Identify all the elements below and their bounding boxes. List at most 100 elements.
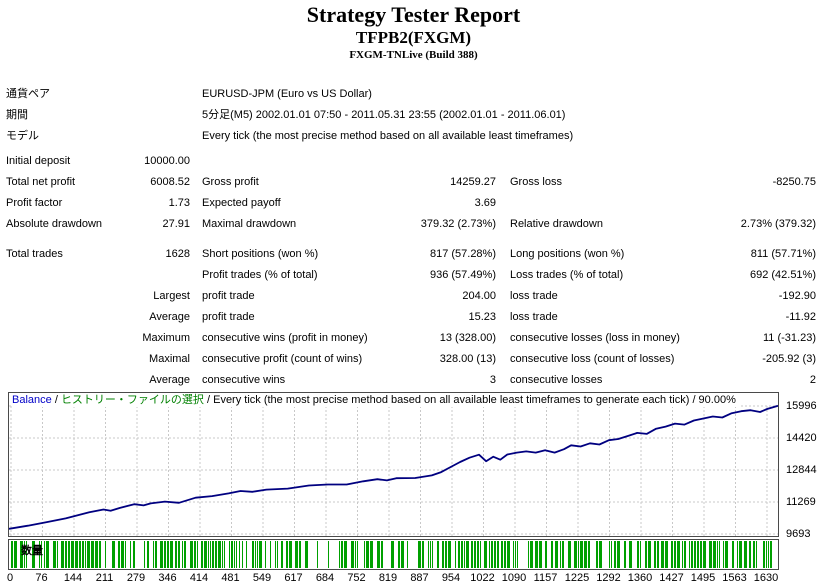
x-axis-label: 752 <box>347 572 366 584</box>
row-value-wide: Every tick (the most precise method base… <box>202 130 574 142</box>
row-value-1: 1628 <box>165 248 190 260</box>
row-label-3: consecutive loss (count of losses) <box>510 353 675 365</box>
summary-row: Profit trades (% of total) 936 (57.49%) Lo… <box>6 265 820 286</box>
row-value-3: 2 <box>809 374 816 386</box>
row-label-1: 期間 <box>6 109 28 121</box>
volume-label: 数量 <box>21 545 43 557</box>
x-axis-label: 887 <box>410 572 429 584</box>
row-value-2: 379.32 (2.73%) <box>420 218 496 230</box>
row-value-2: 204.00 <box>462 290 496 302</box>
report-subtitle: TFPB2(FXGM) <box>355 28 472 47</box>
summary-row: 期間 5分足(M5) 2002.01.01 07:50 - 2011.05.31 … <box>6 105 820 126</box>
row-value-2: 15.23 <box>468 311 496 323</box>
row-label-2: consecutive wins <box>202 374 286 386</box>
y-axis-label: 15996 <box>786 400 817 412</box>
x-axis-label: 211 <box>95 572 114 584</box>
row-value-2: 3.69 <box>474 197 496 209</box>
y-axis-label: 9693 <box>786 528 811 540</box>
row-label-1: Absolute drawdown <box>6 218 103 230</box>
x-axis-label: 1360 <box>627 572 653 584</box>
row-label-2: Maximal drawdown <box>202 218 297 230</box>
x-axis-label: 549 <box>252 572 272 584</box>
row-value-1: Maximal <box>149 353 190 365</box>
row-label-3: loss trade <box>510 290 558 302</box>
x-axis-label: 76 <box>35 572 48 584</box>
row-label-3: Long positions (won %) <box>510 248 625 260</box>
row-label-3: Gross loss <box>510 176 562 188</box>
x-axis-label: 954 <box>441 572 461 584</box>
summary-row: Profit factor 1.73 Expected payoff 3.69 <box>6 193 820 214</box>
row-label-3: consecutive losses (loss in money) <box>510 332 680 344</box>
chart-header-segment: / Every tick (the most precise method ba… <box>203 394 736 406</box>
x-axis-label: 1630 <box>753 572 779 584</box>
y-axis-label: 14420 <box>786 432 817 444</box>
balance-chart-header: Balance / ヒストリー・ファイルの選択 / Every tick (th… <box>12 394 740 407</box>
summary-row: Total net profit 6008.52 Gross profit 14259… <box>6 172 820 193</box>
report-title: Strategy Tester Report <box>306 2 521 27</box>
summary-row: Largest profit trade 204.00 loss trade -192.… <box>6 286 820 307</box>
row-value-2: 328.00 (13) <box>439 353 496 365</box>
row-value-wide: 5分足(M5) 2002.01.01 07:50 - 2011.05.31 23… <box>202 109 566 121</box>
row-value-3: 811 (57.71%) <box>750 248 816 260</box>
x-axis-label: 1225 <box>564 572 590 584</box>
x-axis-label: 1022 <box>470 572 495 584</box>
row-value-3: 692 (42.51%) <box>749 269 816 281</box>
x-axis-label: 481 <box>221 572 240 584</box>
y-axis-label: 12844 <box>786 464 817 476</box>
row-value-3: -205.92 (3) <box>762 353 816 365</box>
x-axis-label: 1292 <box>596 572 621 584</box>
row-value-3: -8250.75 <box>772 176 816 188</box>
x-axis-label: 617 <box>284 572 303 584</box>
x-axis-label: 1157 <box>533 572 558 584</box>
x-axis-label: 279 <box>126 572 146 584</box>
y-axis-label: 11269 <box>786 495 816 508</box>
row-value-1: 27.91 <box>162 218 190 230</box>
row-value-1: Largest <box>153 290 190 302</box>
x-axis-label: 346 <box>158 572 177 584</box>
summary-row: Average profit trade 15.23 loss trade -11.92 <box>6 307 820 328</box>
balance-chart: Balance / ヒストリー・ファイルの選択 / Every tick (th… <box>8 392 779 537</box>
row-label-1: 通貨ペア <box>6 88 50 100</box>
row-value-2: 817 (57.28%) <box>429 248 496 260</box>
row-value-1: Maximum <box>142 332 190 344</box>
summary-row: Initial deposit 10000.00 <box>6 151 820 172</box>
row-value-3: -192.90 <box>778 290 816 302</box>
summary-row: モデル Every tick (the most precise method b… <box>6 126 820 147</box>
x-axis-label: 0 <box>6 572 14 584</box>
summary-row: Absolute drawdown 27.91 Maximal drawdown 37… <box>6 214 820 235</box>
x-axis-label: 1427 <box>659 572 684 584</box>
row-value-1: 6008.52 <box>150 176 190 188</box>
row-value-3: -11.92 <box>785 311 816 323</box>
row-label-3: consecutive losses <box>510 374 603 386</box>
row-value-2: 3 <box>489 374 496 386</box>
row-label-2: profit trade <box>202 311 255 323</box>
row-value-2: 14259.27 <box>450 176 496 188</box>
chart-header-segment: ヒストリー・ファイルの選択 <box>60 394 204 406</box>
row-value-2: 936 (57.49%) <box>429 269 496 281</box>
volume-bars <box>11 541 772 568</box>
row-label-2: Profit trades (% of total) <box>202 269 318 281</box>
row-label-1: モデル <box>6 130 39 142</box>
x-axis-label: 819 <box>378 572 398 584</box>
row-value-2: 13 (328.00) <box>439 332 496 344</box>
row-label-2: Expected payoff <box>202 197 281 209</box>
row-label-1: Total net profit <box>6 176 76 188</box>
volume-chart: 数量 <box>8 539 779 570</box>
row-value-3: 2.73% (379.32) <box>740 218 816 230</box>
row-label-3: Loss trades (% of total) <box>510 269 624 281</box>
row-label-3: Relative drawdown <box>510 218 603 230</box>
row-value-1: 10000.00 <box>144 155 190 167</box>
row-label-2: profit trade <box>202 290 255 302</box>
x-axis-label: 414 <box>189 572 209 584</box>
summary-row: Total trades 1628 Short positions (won %) 8… <box>6 244 820 265</box>
x-axis-label: 1563 <box>722 572 747 584</box>
summary-row: Maximal consecutive profit (count of wins… <box>6 349 820 370</box>
row-label-2: consecutive profit (count of wins) <box>202 353 363 365</box>
summary-table: 通貨ペア EURUSD-JPM (Euro vs US Dollar) 期間 5分足(… <box>6 84 820 391</box>
x-axis-label: 144 <box>63 572 83 584</box>
x-axis-label: 684 <box>315 572 335 584</box>
row-value-3: 11 (-31.23) <box>763 332 816 344</box>
report-build: FXGM-TNLive (Build 388) <box>349 49 478 61</box>
x-axis-label: 1090 <box>501 572 527 584</box>
